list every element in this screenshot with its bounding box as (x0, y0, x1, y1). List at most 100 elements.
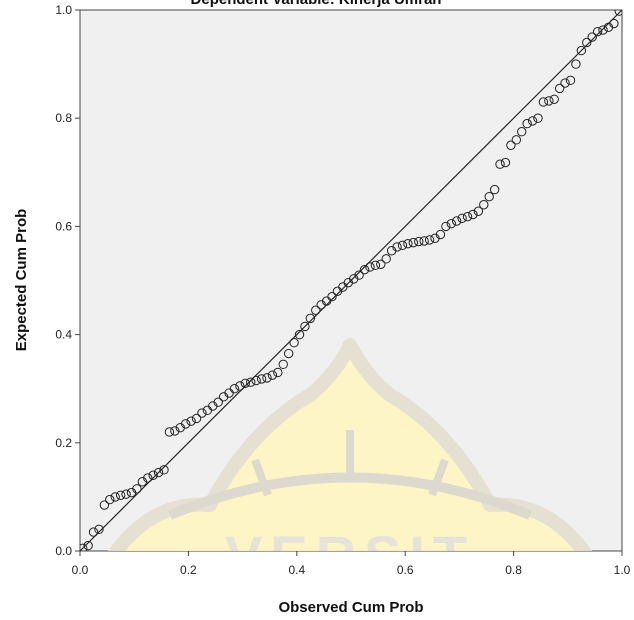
x-axis-title: Observed Cum Prob (278, 599, 423, 616)
data-point (598, 25, 608, 35)
data-point (511, 135, 522, 145)
data-point (500, 157, 511, 168)
data-point (132, 484, 142, 494)
data-point (311, 305, 321, 315)
data-point (538, 97, 549, 107)
chart-title: Dependent Variable: Kinerja Umrah (191, 0, 442, 8)
data-point (229, 384, 240, 394)
data-point (419, 236, 429, 246)
y-tick-label: 0.6 (55, 219, 72, 233)
data-point (305, 313, 316, 324)
watermark: VERSIT (107, 338, 593, 587)
data-point (408, 237, 419, 248)
y-tick-label: 0.2 (55, 436, 72, 450)
data-point (283, 348, 294, 359)
data-point (592, 26, 603, 37)
data-point (527, 116, 538, 126)
data-point (354, 270, 364, 280)
data-point (327, 292, 337, 302)
data-point (153, 467, 164, 478)
data-point (197, 408, 207, 418)
data-point (473, 206, 484, 216)
data-point (587, 32, 597, 42)
data-point (159, 465, 169, 475)
data-point (462, 211, 473, 222)
data-point (582, 37, 592, 48)
x-tick-label: 1.0 (614, 563, 631, 577)
data-point (186, 416, 196, 426)
data-point (80, 543, 88, 551)
data-point (484, 191, 494, 202)
data-point (381, 254, 391, 264)
data-point (403, 239, 413, 249)
data-point (376, 259, 386, 269)
data-point (489, 184, 500, 195)
data-point (235, 381, 245, 391)
data-point (267, 370, 278, 380)
y-tick-label: 0.0 (55, 544, 72, 558)
data-point (614, 10, 622, 16)
data-point (495, 159, 505, 169)
x-tick-label: 0.2 (180, 563, 197, 577)
data-point (479, 200, 489, 210)
data-point (294, 329, 305, 340)
data-point (83, 540, 93, 551)
data-point (213, 397, 223, 407)
data-point (576, 45, 587, 56)
data-point (88, 527, 99, 537)
data-point (370, 260, 381, 271)
data-point (240, 378, 251, 388)
y-tick-label: 1.0 (55, 3, 72, 17)
data-point (110, 492, 120, 502)
data-point (143, 473, 153, 483)
data-point (251, 375, 261, 386)
data-point (457, 213, 467, 223)
data-point (365, 262, 375, 272)
y-axis-title: Expected Cum Prob (13, 209, 30, 352)
data-point (148, 470, 158, 480)
data-point (522, 118, 532, 129)
reference-line (79, 9, 623, 552)
svg-text:VERSIT: VERSIT (225, 524, 475, 587)
data-point (571, 59, 581, 69)
data-point (549, 94, 559, 104)
data-point (121, 489, 131, 499)
data-point (278, 359, 288, 370)
y-tick-label: 0.8 (55, 111, 72, 125)
data-point (424, 235, 435, 245)
data-point (99, 500, 110, 510)
data-point (560, 78, 570, 88)
data-point (191, 413, 202, 424)
data-point (105, 494, 115, 505)
data-point (94, 524, 104, 535)
data-point (565, 75, 576, 86)
data-point (506, 140, 516, 150)
data-point (435, 229, 446, 240)
data-point (414, 236, 424, 247)
data-point (533, 113, 543, 123)
data-point (273, 367, 283, 378)
data-point (256, 374, 267, 384)
data-point (451, 216, 462, 226)
data-point (609, 18, 619, 29)
data-point (289, 338, 299, 348)
data-point (446, 218, 456, 229)
data-point (517, 127, 527, 137)
data-point (164, 427, 175, 437)
data-point (262, 373, 272, 383)
data-point (554, 83, 565, 94)
data-point (246, 377, 256, 387)
data-point (441, 221, 451, 232)
x-tick-label: 0.8 (505, 563, 522, 577)
data-point (359, 264, 370, 275)
data-point (392, 242, 402, 252)
data-point (115, 490, 126, 500)
data-point (300, 321, 310, 332)
x-tick-label: 0.4 (288, 563, 305, 577)
y-tick-label: 0.4 (55, 328, 72, 342)
data-point (397, 240, 408, 251)
x-tick-label: 0.6 (397, 563, 414, 577)
x-tick-label: 0.0 (72, 563, 89, 577)
data-point (180, 419, 191, 429)
